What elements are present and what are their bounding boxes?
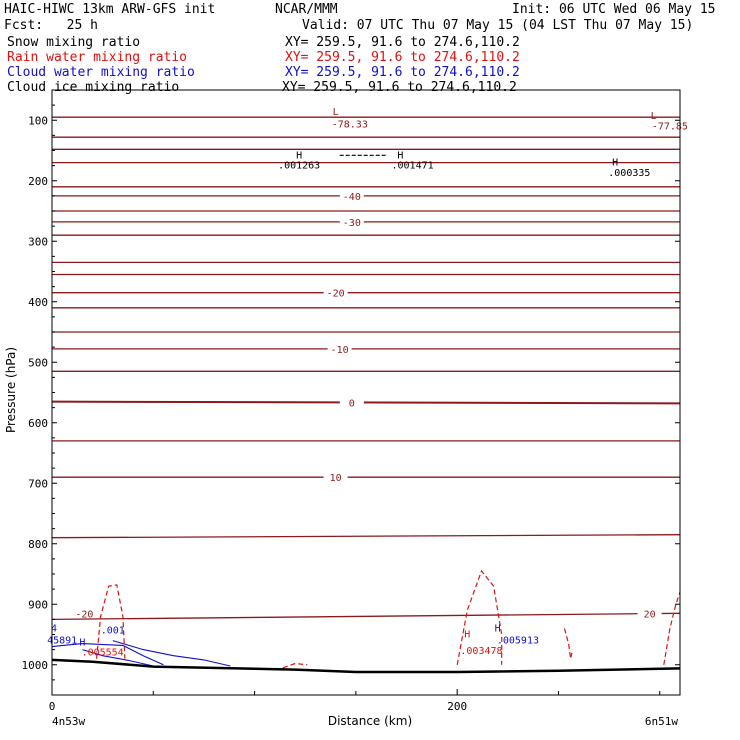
field-name-rain: Rain water mixing ratio	[7, 50, 188, 65]
x-axis-ticks: 0 200	[49, 689, 661, 713]
field-xy-cloud-ice: XY= 259.5, 91.6 to 274.6,110.2	[282, 80, 517, 95]
temperature-isotherms: -40 -30 -20 -10 0 10 20	[51, 116, 681, 621]
cloud-water-contour-0	[51, 643, 164, 666]
cloud-water-contours	[51, 640, 231, 667]
max-min-label-12: H	[495, 623, 501, 634]
rain-contour-0	[96, 584, 126, 659]
isotherm-label-20: 20	[644, 610, 656, 621]
max-min-label-1: -78.33	[332, 120, 368, 131]
max-min-label-15: 45891	[47, 636, 77, 647]
isotherm-label-bg	[339, 189, 364, 201]
x-end-label-left: 4n53w	[52, 715, 85, 728]
plot-frame	[51, 89, 681, 696]
y-axis-title: Pressure (hPa)	[4, 347, 18, 433]
max-min-label-7: .001471	[392, 161, 434, 172]
isotherm-label-14: -10	[331, 345, 349, 356]
max-min-label-4: H	[296, 150, 302, 161]
x-end-label-right: 6n51w	[645, 715, 678, 728]
field-name-cloud-ice: Cloud ice mixing ratio	[7, 80, 180, 95]
isotherm-label-bg	[339, 215, 364, 227]
isotherm-label-bg	[339, 396, 364, 408]
isotherm-label-bg	[327, 342, 352, 354]
y-tick-label-900: 900	[28, 598, 48, 611]
header-model: HAIC-HIWC 13km ARW-GFS init	[4, 2, 216, 17]
header-fcst: Fcst: 25 h	[4, 18, 98, 33]
rain-contour-2	[563, 628, 574, 659]
max-min-label-3: -77.85	[652, 121, 688, 132]
isotherm-label-5: -40	[343, 192, 361, 203]
isotherm-16	[51, 400, 681, 405]
field-xy-snow: XY= 259.5, 91.6 to 274.6,110.2	[285, 35, 520, 50]
y-tick-label-100: 100	[28, 114, 48, 127]
header-org: NCAR/MMM	[275, 2, 338, 17]
y-tick-label-200: 200	[28, 175, 48, 188]
max-min-label-10: H	[464, 630, 470, 641]
y-tick-label-500: 500	[28, 356, 48, 369]
cloud-water-contour-2	[82, 649, 154, 667]
field-name-cloud-water: Cloud water mixing ratio	[7, 65, 195, 80]
rain-contour-1	[456, 569, 503, 665]
isotherm-label-16: 0	[349, 398, 355, 409]
y-tick-label-1000: 1000	[22, 659, 49, 672]
max-min-label-6: H	[397, 150, 403, 161]
y-tick-label-800: 800	[28, 538, 48, 551]
max-min-label-17: .005554	[82, 648, 124, 659]
max-min-label-16: H	[79, 637, 85, 648]
field-name-snow: Snow mixing ratio	[7, 35, 141, 50]
header-valid: Valid: 07 UTC Thu 07 May 15 (04 LST Thu …	[302, 18, 694, 33]
x-axis-title: Distance (km)	[328, 714, 412, 728]
x-tick-label-200: 200	[447, 700, 467, 713]
isotherm-label-bg	[637, 607, 662, 619]
rain-contour-4	[282, 662, 308, 669]
rain-contours	[96, 569, 681, 669]
max-min-label-19: -20	[75, 610, 93, 621]
max-min-label-14: 4	[51, 623, 57, 634]
max-min-label-5: .001263	[278, 161, 320, 172]
ground-surface	[51, 658, 681, 674]
isotherm-label-18: 10	[330, 473, 342, 484]
ground-line	[51, 658, 681, 674]
isotherm-label-11: -20	[327, 289, 345, 300]
y-tick-label-400: 400	[28, 296, 48, 309]
isotherm-label-bg	[323, 471, 348, 483]
y-tick-label-300: 300	[28, 235, 48, 248]
isotherm-19	[51, 534, 681, 539]
rain-contour-3	[663, 591, 681, 665]
max-min-label-0: L	[333, 107, 339, 118]
x-tick-label-0: 0	[49, 700, 56, 713]
max-min-label-2: L	[651, 111, 657, 122]
max-min-label-9: .000335	[608, 168, 650, 179]
isotherm-label-7: -30	[343, 218, 361, 229]
isotherm-label-bg	[323, 286, 348, 298]
y-tick-label-600: 600	[28, 417, 48, 430]
field-xy-rain: XY= 259.5, 91.6 to 274.6,110.2	[285, 50, 520, 65]
max-min-label-18: .001	[101, 625, 125, 636]
max-min-label-11: .003478	[460, 646, 502, 657]
field-xy-cloud-water: XY= 259.5, 91.6 to 274.6,110.2	[285, 65, 520, 80]
header-init: Init: 06 UTC Wed 06 May 15	[512, 2, 716, 17]
y-tick-label-700: 700	[28, 477, 48, 490]
isotherm-20	[51, 612, 681, 621]
max-min-label-8: H	[612, 158, 618, 169]
cloud-water-contour-1	[112, 640, 231, 667]
max-min-label-13: .005913	[497, 636, 539, 647]
